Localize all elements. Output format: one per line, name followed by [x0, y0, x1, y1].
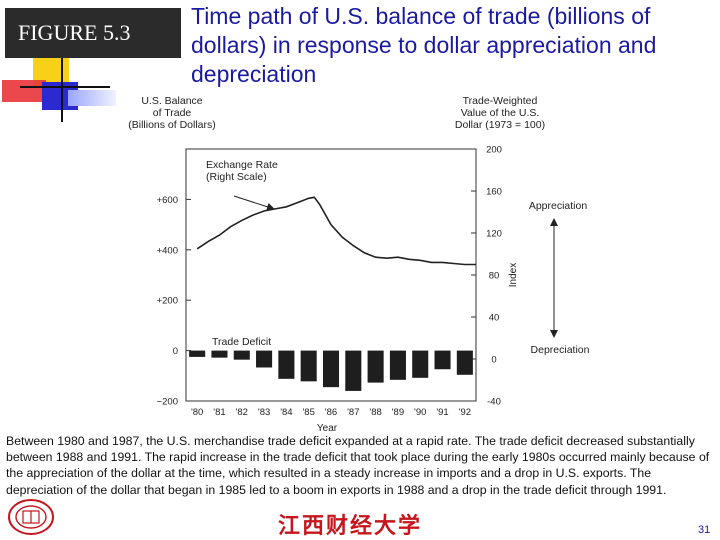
- left-tick-label: +400: [157, 245, 178, 256]
- right-tick-label: 200: [486, 145, 502, 156]
- x-tick-label: '80: [191, 407, 203, 418]
- x-tick-label: '88: [369, 407, 381, 418]
- trade-deficit-bar: [211, 350, 228, 358]
- figure-caption: Between 1980 and 1987, the U.S. merchand…: [6, 434, 710, 497]
- trade-deficit-bar: [233, 350, 250, 360]
- x-tick-label: '83: [258, 407, 270, 418]
- right-axis-ticks: 200 160 120 80 40 0 -40: [471, 145, 502, 408]
- x-axis-ticks: '80 '81 '82 '83 '84 '85 '86 '87 '88 '89 '90 '91 '92: [191, 407, 471, 418]
- trade-deficit-bar: [345, 350, 362, 391]
- left-axis-title-line: of Trade: [153, 107, 192, 119]
- exchange-rate-pointer: [233, 195, 275, 211]
- right-tick-label: 40: [489, 313, 500, 324]
- exchange-rate-label-line: Exchange Rate: [206, 159, 278, 171]
- right-axis-title-line: Value of the U.S.: [461, 107, 540, 119]
- right-tick-label: 160: [486, 187, 502, 198]
- x-tick-label: '90: [414, 407, 426, 418]
- left-axis-title-line: U.S. Balance: [141, 95, 202, 107]
- chart-panel: U.S. Balance of Trade (Billions of Dollars…: [116, 89, 599, 435]
- decor-square-red: [2, 80, 46, 102]
- right-tick-label: -40: [487, 397, 501, 408]
- x-tick-label: '82: [236, 407, 248, 418]
- left-axis-title-line: (Billions of Dollars): [128, 119, 216, 131]
- left-tick-label: +200: [157, 296, 178, 307]
- x-tick-label: '85: [302, 407, 314, 418]
- decor-line-horizontal: [20, 86, 110, 88]
- left-axis-ticks: +600 +400 +200 0 −200: [157, 195, 191, 408]
- exchange-rate-line: [196, 196, 476, 266]
- x-tick-label: '89: [392, 407, 404, 418]
- trade-deficit-bar: [256, 350, 273, 368]
- x-tick-label: '81: [213, 407, 225, 418]
- trade-deficit-bar: [367, 350, 384, 383]
- decor-gradient-bar: [68, 90, 124, 106]
- trade-deficit-bar: [189, 350, 206, 357]
- depreciation-label: Depreciation: [531, 344, 590, 356]
- x-tick-label: '91: [436, 407, 448, 418]
- trade-deficit-bar: [389, 350, 406, 380]
- x-tick-label: '87: [347, 407, 359, 418]
- university-name: 江西财经大学: [278, 513, 423, 539]
- trade-deficit-bars: [189, 350, 473, 391]
- trade-deficit-bar: [412, 350, 429, 378]
- trade-deficit-label: Trade Deficit: [212, 336, 271, 348]
- slide-title: Time path of U.S. balance of trade (bill…: [191, 3, 657, 87]
- x-axis-label: Year: [317, 423, 338, 434]
- trade-deficit-bar: [300, 350, 317, 382]
- x-tick-label: '92: [459, 407, 471, 418]
- right-axis-title-line: Dollar (1973 = 100): [455, 119, 545, 131]
- page-number: 31: [698, 524, 711, 536]
- right-tick-label: 120: [486, 229, 502, 240]
- left-tick-label: +600: [157, 195, 178, 206]
- right-tick-label: 80: [489, 271, 500, 282]
- university-seal-icon: [8, 499, 54, 535]
- figure-label-box: [5, 8, 181, 58]
- trade-deficit-label-line: Trade Deficit: [212, 336, 271, 348]
- right-tick-label: 0: [491, 355, 496, 366]
- trade-deficit-bar: [456, 350, 473, 375]
- left-tick-label: −200: [157, 397, 178, 408]
- x-tick-label: '86: [325, 407, 337, 418]
- right-axis-title-line: Trade-Weighted: [463, 95, 538, 107]
- trade-deficit-bar: [278, 350, 295, 379]
- figure-label: FIGURE 5.3: [18, 20, 131, 45]
- x-tick-label: '84: [280, 407, 292, 418]
- left-tick-label: 0: [173, 346, 178, 357]
- trade-deficit-bar: [322, 350, 340, 388]
- exchange-rate-label-line: (Right Scale): [206, 171, 267, 183]
- exchange-rate-label: Exchange Rate(Right Scale): [206, 159, 278, 183]
- appreciation-label: Appreciation: [529, 200, 588, 212]
- right-axis-side-label: Index: [508, 263, 519, 287]
- trade-deficit-bar: [434, 350, 451, 370]
